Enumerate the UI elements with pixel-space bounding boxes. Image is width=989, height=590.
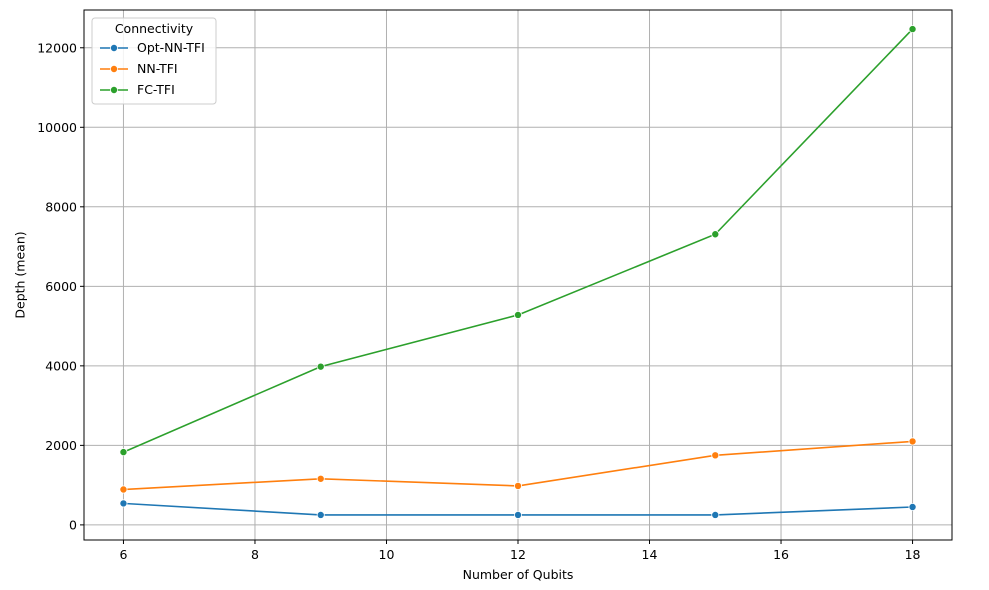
grid-lines	[84, 10, 952, 540]
y-tick-label: 2000	[45, 438, 77, 453]
data-point	[908, 25, 917, 34]
data-point	[316, 474, 325, 483]
data-point	[711, 451, 720, 460]
x-tick-label: 12	[510, 547, 526, 562]
legend-swatch-marker	[110, 86, 119, 95]
data-point	[316, 510, 325, 519]
y-axis-ticks: 0 2000 4000 6000 8000 10000 12000	[37, 40, 84, 532]
data-point	[119, 448, 128, 457]
legend-items: Opt-NN-TFI NN-TFI FC-TFI	[100, 40, 205, 97]
data-point	[711, 510, 720, 519]
data-point	[908, 437, 917, 446]
legend-label: NN-TFI	[137, 61, 178, 76]
x-tick-label: 16	[773, 547, 789, 562]
y-axis-label: Depth (mean)	[12, 231, 27, 318]
series-layer	[119, 25, 917, 519]
legend-item: Opt-NN-TFI	[100, 40, 205, 55]
data-point	[514, 310, 523, 319]
data-point	[119, 485, 128, 494]
legend: Connectivity Opt-NN-TFI NN-TFI FC-TFI	[91, 17, 217, 105]
x-tick-label: 8	[251, 547, 259, 562]
x-axis-ticks: 6 8 10 12 14 16 18	[119, 540, 921, 562]
x-tick-label: 6	[119, 547, 127, 562]
x-tick-label: 14	[642, 547, 658, 562]
legend-box	[91, 17, 217, 105]
data-point	[514, 510, 523, 519]
series-nn-tfi	[119, 437, 917, 494]
legend-swatch-marker	[110, 65, 119, 74]
y-tick-label: 0	[69, 517, 77, 532]
data-point	[908, 502, 917, 511]
legend-label: Opt-NN-TFI	[137, 40, 205, 55]
x-tick-label: 18	[905, 547, 921, 562]
x-tick-label: 10	[379, 547, 395, 562]
y-tick-label: 6000	[45, 279, 77, 294]
legend-swatch-marker	[110, 44, 119, 53]
legend-label: FC-TFI	[137, 82, 175, 97]
x-axis-label: Number of Qubits	[463, 567, 574, 582]
series-opt-nn-tfi	[119, 499, 917, 519]
data-point	[514, 481, 523, 490]
y-tick-label: 8000	[45, 199, 77, 214]
y-tick-label: 10000	[37, 120, 77, 135]
legend-item: NN-TFI	[100, 61, 178, 76]
data-point	[119, 499, 128, 508]
series-fc-tfi	[119, 25, 917, 457]
legend-title: Connectivity	[115, 21, 194, 36]
y-tick-label: 4000	[45, 358, 77, 373]
data-point	[316, 362, 325, 371]
y-tick-label: 12000	[37, 40, 77, 55]
legend-item: FC-TFI	[100, 82, 175, 97]
data-point	[711, 230, 720, 239]
